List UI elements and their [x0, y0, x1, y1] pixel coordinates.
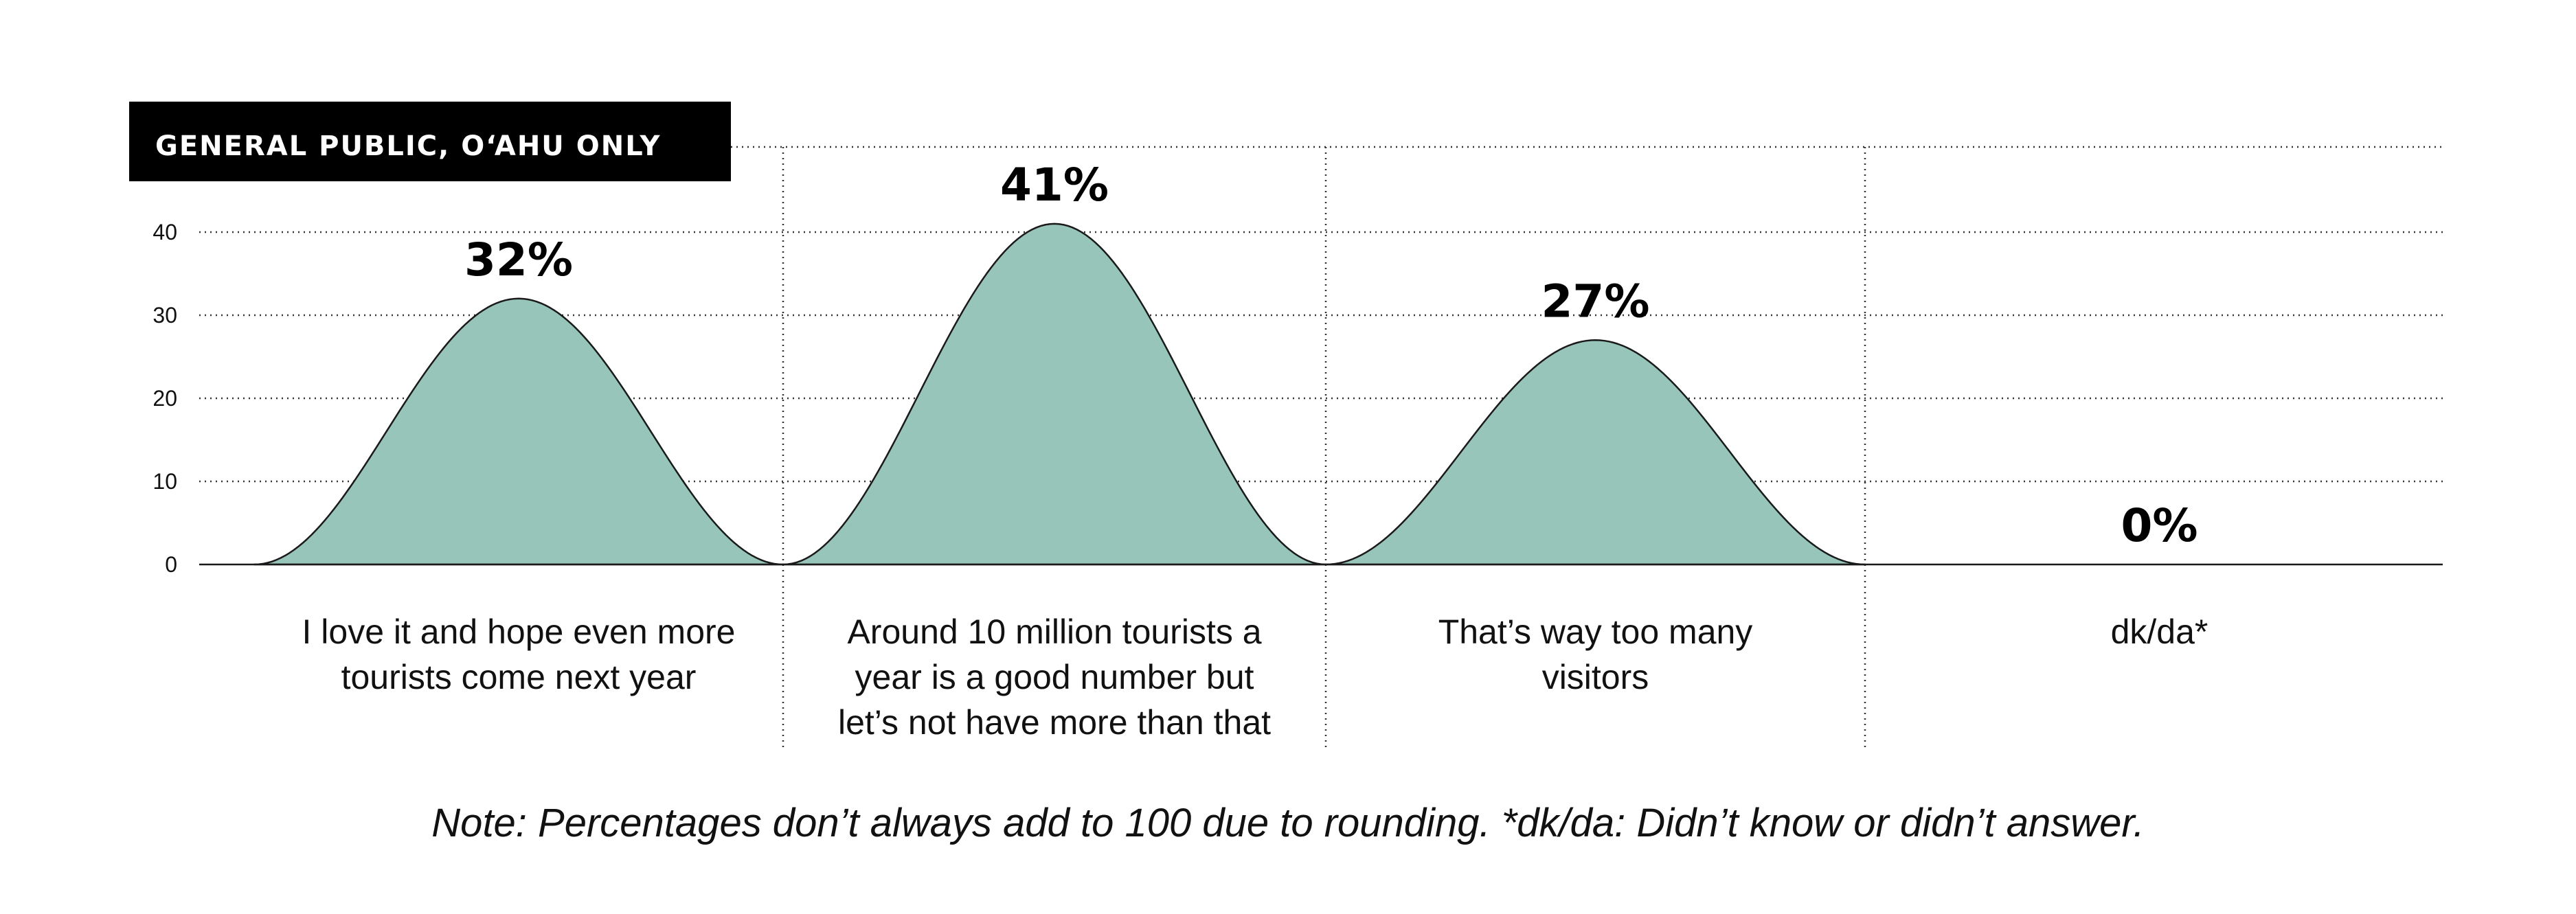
footnote: Note: Percentages don’t always add to 10… [431, 801, 2144, 845]
value-labels: 32% 41% 27% 0% [464, 159, 2198, 552]
badge-text: GENERAL PUBLIC, O‘AHU ONLY [155, 130, 661, 162]
value-label-1: 32% [464, 233, 573, 286]
value-label-2: 41% [1000, 159, 1109, 212]
category-label-4: dk/da* [2111, 613, 2208, 651]
area-shapes [253, 222, 1866, 566]
value-label-4: 0% [2121, 499, 2197, 552]
area-shape-3 [1324, 339, 1866, 566]
category-label-line: Around 10 million tourists a [847, 613, 1261, 651]
badge-background [129, 102, 731, 181]
category-label-line: visitors [1542, 658, 1649, 696]
area-shape-1 [253, 297, 784, 566]
value-label-3: 27% [1541, 275, 1650, 328]
category-label-line: let’s not have more than that [838, 703, 1271, 742]
category-label-line: year is a good number but [855, 658, 1254, 696]
y-tick-label-40: 40 [152, 220, 177, 244]
category-label-3: That’s way too many visitors [1438, 613, 1753, 696]
category-label-line: I love it and hope even more [302, 613, 736, 651]
y-tick-label-10: 10 [152, 469, 177, 494]
category-labels: I love it and hope even more tourists com… [302, 613, 2208, 742]
category-label-line: tourists come next year [341, 658, 697, 696]
y-tick-label-0: 0 [165, 552, 177, 577]
filter-badge: GENERAL PUBLIC, O‘AHU ONLY [129, 102, 731, 181]
category-label-2: Around 10 million tourists a year is a go… [838, 613, 1271, 742]
area-shape-2 [782, 222, 1327, 566]
category-label-line: That’s way too many [1438, 613, 1753, 651]
y-tick-label-30: 30 [152, 303, 177, 328]
y-axis-ticks: 0 10 20 30 40 [152, 220, 177, 577]
category-label-line: dk/da* [2111, 613, 2208, 651]
y-tick-label-20: 20 [152, 386, 177, 411]
category-label-1: I love it and hope even more tourists com… [302, 613, 736, 696]
